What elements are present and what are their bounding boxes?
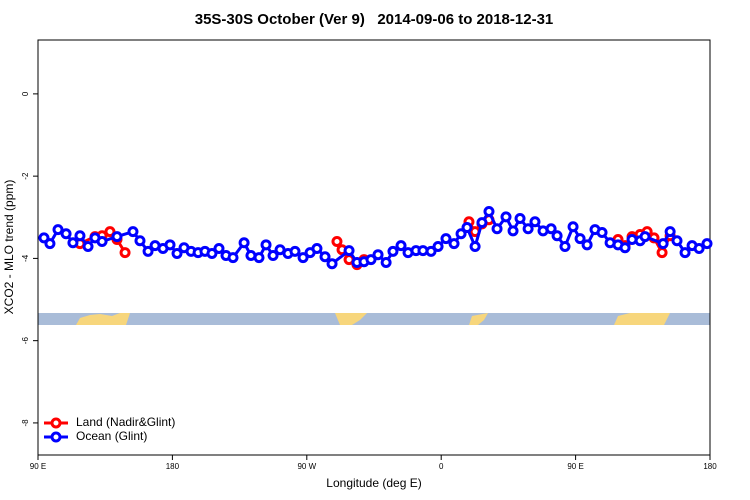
land-patch — [335, 313, 367, 325]
point — [639, 231, 651, 243]
point — [311, 243, 323, 255]
point — [134, 235, 146, 247]
point — [119, 247, 131, 259]
point — [127, 226, 139, 238]
point — [500, 211, 512, 223]
point — [343, 245, 355, 257]
point — [289, 245, 301, 257]
point — [507, 225, 519, 237]
point — [567, 221, 579, 233]
point — [395, 240, 407, 252]
x-tick-label: 0 — [439, 462, 444, 471]
point — [596, 226, 608, 238]
point — [238, 237, 250, 249]
point — [551, 230, 563, 242]
point — [253, 252, 265, 264]
point — [260, 239, 272, 251]
point — [448, 238, 460, 250]
land-patch — [469, 313, 488, 325]
point — [693, 243, 705, 255]
point — [432, 240, 444, 252]
ocean-band — [38, 313, 710, 325]
point — [227, 252, 239, 264]
point — [455, 228, 467, 240]
point — [267, 250, 279, 262]
point — [297, 252, 309, 264]
point — [581, 239, 593, 251]
point — [206, 247, 218, 259]
point — [469, 240, 481, 252]
land-patch — [76, 313, 130, 325]
point — [104, 226, 116, 238]
point — [529, 216, 541, 228]
point — [67, 237, 79, 249]
y-tick-label: -4 — [21, 254, 30, 262]
y-tick-label: -6 — [21, 337, 30, 345]
point — [483, 206, 495, 218]
point — [74, 230, 86, 242]
point — [164, 239, 176, 251]
x-tick-label: 180 — [703, 462, 717, 471]
y-axis-label: XCO2 - MLO trend (ppm) — [2, 180, 16, 315]
point — [491, 223, 503, 235]
point — [60, 228, 72, 240]
point — [671, 235, 683, 247]
point — [476, 217, 488, 229]
point — [44, 238, 56, 250]
legend-marker — [50, 417, 62, 429]
point — [701, 238, 713, 250]
point — [574, 233, 586, 245]
point — [213, 243, 225, 255]
point — [461, 222, 473, 234]
point — [372, 249, 384, 261]
point — [331, 236, 343, 248]
legend-label: Ocean (Glint) — [76, 429, 147, 443]
point — [545, 223, 557, 235]
point — [679, 247, 691, 259]
point — [111, 231, 123, 243]
x-tick-label: 90 E — [567, 462, 583, 471]
point — [171, 247, 183, 259]
point — [514, 213, 526, 225]
point — [522, 223, 534, 235]
legend: Land (Nadir&Glint)Ocean (Glint) — [44, 415, 175, 443]
point — [365, 254, 377, 266]
point — [380, 257, 392, 269]
point — [559, 240, 571, 252]
point — [387, 245, 399, 257]
point — [326, 258, 338, 270]
legend-marker — [50, 431, 62, 443]
y-tick-label: 0 — [21, 91, 30, 96]
x-axis-label: Longitude (deg E) — [326, 476, 421, 490]
point — [96, 236, 108, 248]
point — [142, 245, 154, 257]
legend-label: Land (Nadir&Glint) — [76, 415, 175, 429]
land-mask — [38, 313, 710, 325]
point — [619, 242, 631, 254]
x-tick-label: 180 — [166, 462, 180, 471]
point — [425, 245, 437, 257]
chart-title: 35S-30S October (Ver 9) 2014-09-06 to 20… — [195, 11, 554, 28]
point — [656, 247, 668, 259]
point — [52, 224, 64, 236]
point — [319, 251, 331, 263]
x-tick-label: 90 W — [297, 462, 316, 471]
point — [82, 240, 94, 252]
y-tick-label: -8 — [21, 419, 30, 427]
point — [657, 238, 669, 250]
point — [440, 233, 452, 245]
x-tick-label: 90 E — [30, 462, 46, 471]
y-tick-label: -2 — [21, 172, 30, 180]
point — [664, 226, 676, 238]
land-patch — [614, 313, 670, 325]
